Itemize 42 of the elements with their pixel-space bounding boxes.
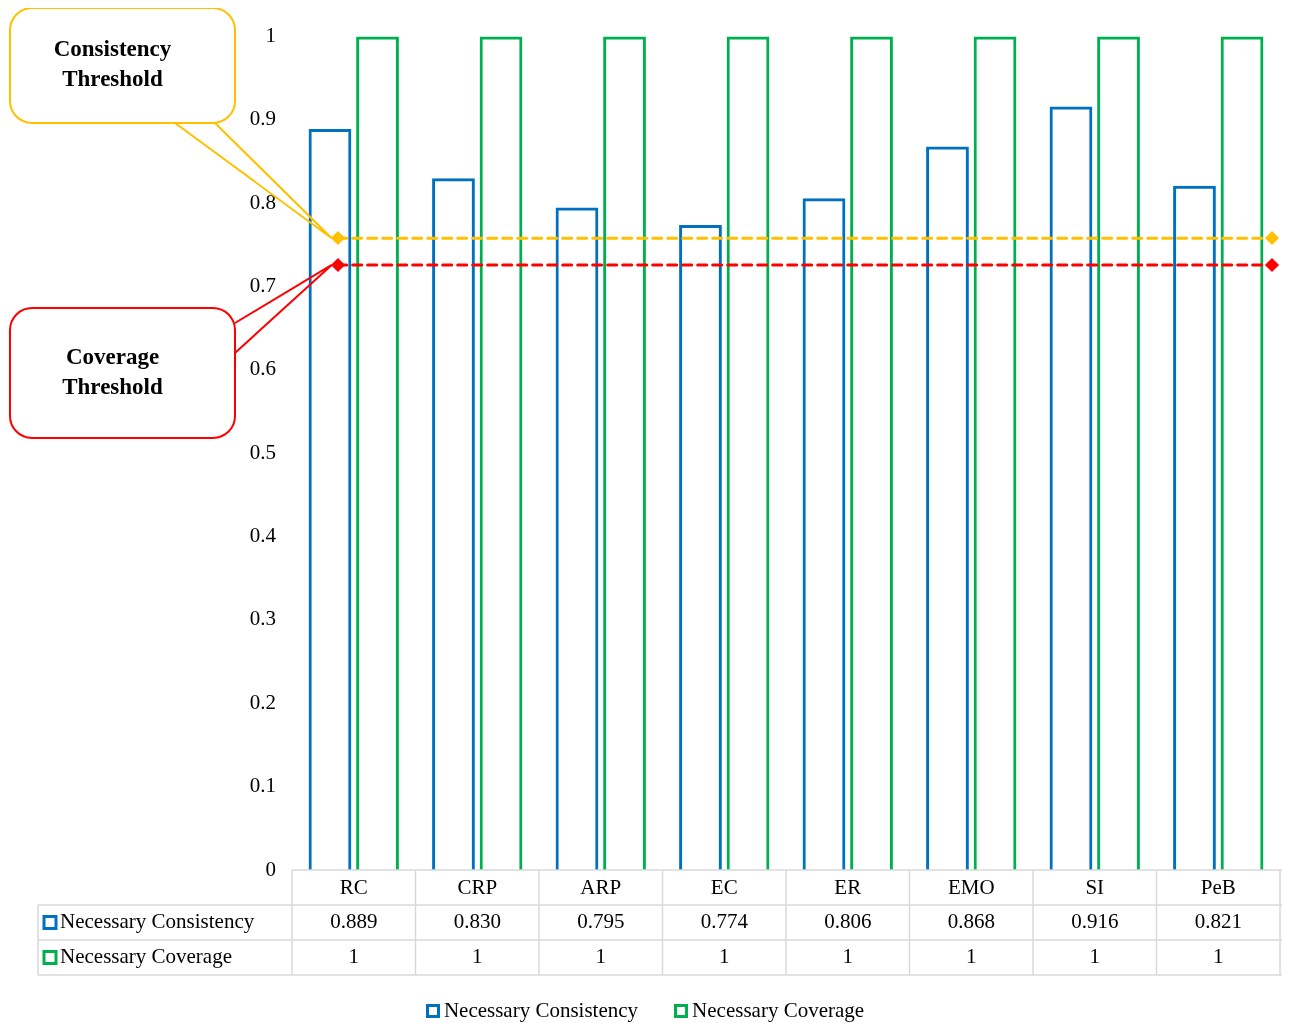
data-label: 1 (595, 944, 606, 969)
legend-label: Necessary Coverage (692, 998, 865, 1023)
y-tick-label: 0.1 (249, 773, 276, 798)
x-tick-label: ARP (580, 875, 622, 900)
data-label: 0.830 (453, 909, 501, 934)
text: Necessary Coverage (60, 944, 232, 969)
y-tick-label: 0 (265, 856, 276, 881)
y-tick-label: 0.4 (249, 523, 277, 548)
data-label: 0.916 (1071, 909, 1119, 934)
data-label: 0.889 (330, 909, 378, 934)
y-tick-label: 0.5 (249, 439, 276, 464)
data-label: 1 (966, 944, 977, 969)
bar (308, 129, 352, 870)
x-tick-label: CRP (457, 875, 498, 900)
data-label: 1 (472, 944, 483, 969)
data-label: 0.774 (700, 909, 749, 934)
data-label: 0.795 (577, 909, 625, 934)
x-tick-label: PeB (1200, 875, 1236, 900)
x-tick-label: EC (710, 875, 738, 900)
text: Consistency Threshold (53, 36, 172, 92)
data-label: 1 (1213, 944, 1224, 969)
data-label: 0.806 (824, 909, 872, 934)
y-tick-label: 1 (265, 23, 276, 48)
y-tick-label: 0.9 (249, 106, 276, 131)
x-tick-label: RC (339, 875, 368, 900)
legend-label: Necessary Consistency (60, 909, 255, 934)
y-tick-label: 0.8 (249, 189, 276, 214)
y-tick-label: 0.6 (249, 356, 276, 381)
data-label: 1 (1089, 944, 1100, 969)
data-label: 1 (842, 944, 853, 969)
text: Coverage Threshold (62, 343, 163, 399)
y-tick-label: 0.3 (249, 606, 276, 631)
data-label: 1 (719, 944, 730, 969)
x-tick-label: ER (834, 875, 862, 900)
y-tick-label: 0.2 (249, 689, 276, 714)
data-label: 0.821 (1194, 909, 1242, 934)
x-tick-label: EMO (947, 875, 995, 900)
text: Necessary Consistency (443, 998, 639, 1022)
y-tick-label: 0.7 (249, 273, 276, 298)
x-tick-label: SI (1085, 875, 1105, 900)
data-label: 1 (348, 944, 359, 969)
data-label: 0.868 (947, 909, 995, 934)
